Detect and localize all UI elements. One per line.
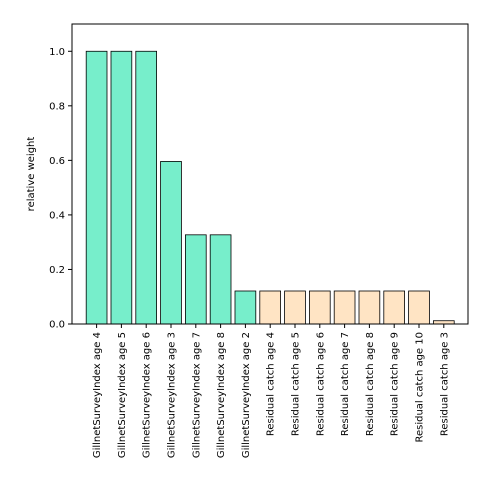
y-axis-label: relative weight: [26, 137, 37, 212]
bar-9: [284, 290, 306, 325]
bar-3: [135, 50, 158, 325]
x-tick-label: Residual catch age 6: [315, 332, 326, 436]
bars-group: [85, 50, 455, 325]
bar-8: [259, 290, 281, 325]
bar-10: [308, 290, 331, 325]
bar-14: [408, 290, 430, 325]
y-tick-label: 0.0: [49, 320, 65, 331]
y-tick-label: 0.8: [49, 101, 65, 112]
bar-11: [333, 290, 356, 325]
bar-12: [358, 290, 381, 325]
y-axis: 0.0 0.2 0.4 0.6 0.8 1.0: [49, 47, 72, 331]
x-tick-label: GillnetSurveyIndex age 5: [117, 332, 128, 458]
bar-5: [184, 234, 207, 325]
x-tick-label: GillnetSurveyIndex age 6: [142, 332, 153, 458]
bar-4: [160, 161, 182, 325]
x-tick-label: GillnetSurveyIndex age 7: [191, 332, 202, 458]
x-tick-label: Residual catch age 5: [291, 332, 302, 436]
bar-7: [234, 290, 257, 325]
x-tick-label: Residual catch age 9: [390, 332, 401, 436]
x-tick-label: Residual catch age 3: [439, 332, 450, 436]
bar-13: [383, 290, 405, 325]
x-tick-label: GillnetSurveyIndex age 2: [241, 332, 252, 458]
x-tick-label: Residual catch age 7: [340, 332, 351, 436]
x-tick-label: Residual catch age 10: [415, 332, 426, 443]
x-tick-label: GillnetSurveyIndex age 3: [167, 332, 178, 458]
x-axis: GillnetSurveyIndex age 4 GillnetSurveyInd…: [92, 324, 450, 458]
x-tick-label: Residual catch age 8: [365, 332, 376, 436]
y-tick-label: 0.4: [49, 210, 65, 221]
bar-2: [110, 50, 133, 325]
y-tick-label: 0.6: [49, 156, 65, 167]
y-tick-label: 1.0: [49, 47, 65, 58]
bar-6: [209, 234, 232, 325]
x-tick-label: Residual catch age 4: [266, 332, 277, 436]
x-tick-label: GillnetSurveyIndex age 4: [92, 332, 103, 458]
bar-1: [85, 50, 108, 325]
x-tick-label: GillnetSurveyIndex age 8: [216, 332, 227, 458]
y-tick-label: 0.2: [49, 265, 65, 276]
